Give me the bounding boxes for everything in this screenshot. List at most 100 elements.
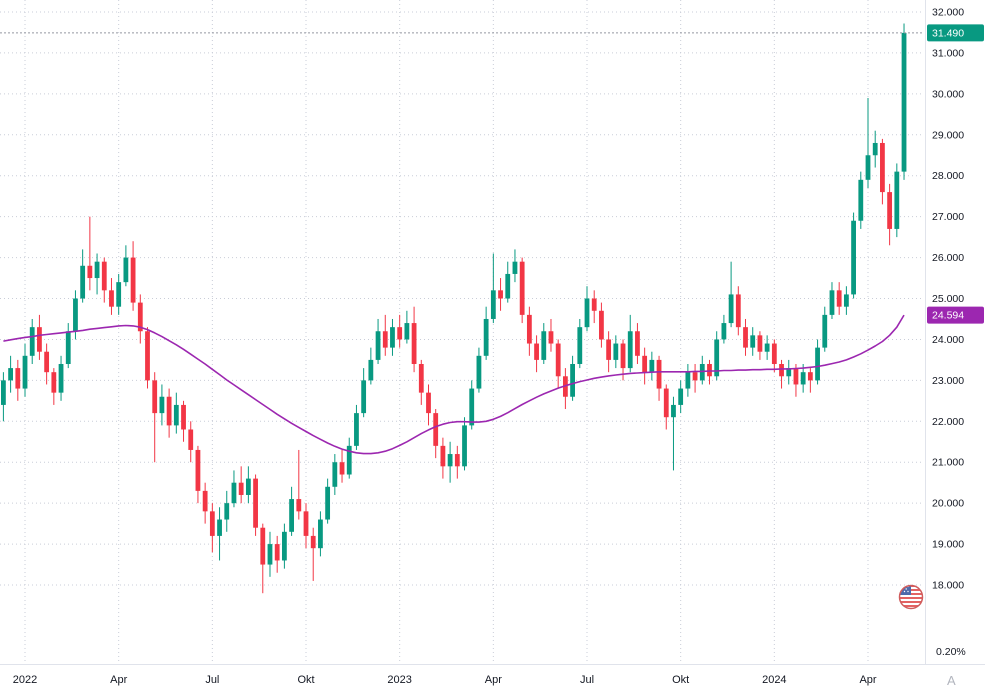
- candle-body: [253, 478, 258, 528]
- candle-body: [51, 372, 57, 393]
- candle-body: [505, 273, 511, 299]
- price-axis-label: 22.000: [932, 416, 964, 428]
- candle-body: [15, 368, 21, 389]
- candle-body: [375, 331, 381, 360]
- candle-body: [123, 257, 129, 283]
- grid: [0, 0, 924, 663]
- candle-body: [310, 535, 316, 549]
- price-axis-label: 24.000: [932, 334, 964, 346]
- candle-body: [202, 490, 208, 512]
- candle-body: [145, 331, 150, 381]
- candle-body: [447, 454, 453, 467]
- candle-body: [577, 327, 583, 364]
- candle-body: [851, 220, 856, 295]
- candle-body: [627, 331, 633, 369]
- time-axis[interactable]: 2022 Apr Jul Okt 2023 Apr Jul Okt 2024 Apr: [13, 674, 877, 686]
- candle-body: [188, 429, 194, 450]
- price-axis-label: 28.000: [932, 170, 964, 182]
- candle-body: [346, 445, 352, 475]
- price-axis-label: 29.000: [932, 129, 964, 141]
- time-axis-label: Apr: [110, 674, 127, 686]
- candle-body: [274, 544, 280, 561]
- candle-body: [181, 404, 186, 430]
- candle-body: [635, 331, 640, 356]
- candle-body: [570, 363, 575, 397]
- candle-body: [764, 343, 770, 352]
- ma-value-badge: 24.594: [927, 306, 984, 324]
- candle-body: [195, 449, 201, 491]
- price-axis-label: 26.000: [932, 252, 964, 264]
- candle-body: [483, 318, 489, 356]
- candle-body: [245, 478, 251, 495]
- candle-body: [469, 388, 475, 426]
- candle-body: [87, 265, 93, 279]
- candle-body: [29, 327, 35, 356]
- candle-body: [217, 519, 222, 536]
- candle-body: [721, 323, 727, 340]
- candle-body: [512, 261, 518, 274]
- candle-body: [332, 462, 338, 487]
- candle-body: [656, 359, 662, 389]
- time-axis-label: 2024: [762, 674, 786, 686]
- candle-body: [318, 519, 323, 549]
- candle-body: [94, 261, 100, 279]
- candle-body: [476, 355, 482, 389]
- candle-body: [613, 343, 619, 360]
- candle-body: [620, 343, 626, 369]
- candle-body: [382, 331, 388, 348]
- time-axis-label: 2022: [13, 674, 37, 686]
- price-axis-label: 18.000: [932, 580, 964, 592]
- candle-body: [901, 32, 907, 172]
- candle-body: [116, 282, 122, 307]
- candle-body: [836, 290, 842, 307]
- time-axis-label: Apr: [485, 674, 502, 686]
- candle-body: [231, 482, 237, 504]
- candle-body: [303, 511, 309, 536]
- candle-body: [649, 359, 655, 373]
- candle-body: [642, 355, 648, 373]
- price-axis-label: 27.000: [932, 211, 964, 223]
- candle-body: [843, 294, 849, 307]
- price-axis-label: 19.000: [932, 539, 964, 551]
- candle-body: [714, 339, 720, 377]
- candle-body: [786, 368, 792, 377]
- candle-body: [8, 368, 14, 381]
- time-axis-label: 2023: [387, 674, 411, 686]
- candle-body: [865, 155, 871, 180]
- candle-body: [238, 482, 244, 495]
- candle-body: [858, 179, 864, 221]
- candle-body: [743, 327, 748, 348]
- ma-polyline: [3, 314, 905, 455]
- candle-body: [166, 396, 172, 426]
- candle-body: [707, 363, 712, 377]
- candle-body: [325, 486, 331, 520]
- candle-body: [534, 343, 539, 360]
- candle-body: [829, 290, 835, 315]
- candle-body: [173, 404, 179, 426]
- candle-body: [22, 355, 28, 389]
- candle-body: [426, 392, 431, 414]
- last-price-value: 31.490: [932, 27, 964, 39]
- candle-body: [418, 363, 424, 393]
- candle-body: [728, 294, 734, 324]
- candle-body: [526, 314, 532, 344]
- candle-body: [224, 503, 230, 520]
- candle-body: [390, 327, 395, 348]
- candle-body: [490, 290, 496, 319]
- candle-body: [771, 343, 777, 364]
- candle-body: [793, 368, 799, 385]
- time-axis-label: Okt: [297, 674, 314, 686]
- candle-body: [555, 343, 561, 377]
- candle-body: [591, 298, 597, 311]
- candle-body: [44, 351, 50, 373]
- candle-body: [152, 380, 158, 414]
- ma-value-badge-background: [927, 306, 984, 324]
- candle-body: [159, 396, 165, 414]
- candle-body: [541, 331, 547, 360]
- candle-body: [354, 413, 359, 446]
- price-axis[interactable]: 32.000 31.000 30.000 29.000 28.000 27.000 26.0…: [932, 7, 964, 592]
- candle-body: [411, 323, 417, 364]
- candle-body: [685, 372, 691, 389]
- candle-body: [606, 339, 612, 360]
